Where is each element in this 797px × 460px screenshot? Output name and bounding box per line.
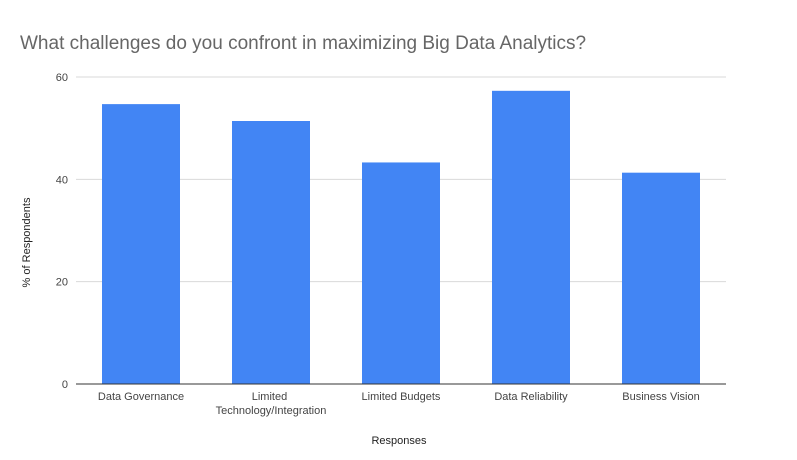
x-tick-label-data-reliability: Data Reliability: [494, 391, 568, 403]
chart-title: What challenges do you confront in maxim…: [20, 33, 587, 54]
y-tick-labels: 0 20 40 60: [56, 72, 68, 391]
x-tick-label-data-governance: Data Governance: [98, 391, 184, 403]
x-tick-labels: Data Governance Limited Technology/Integ…: [98, 391, 700, 417]
x-tick-label-business-vision: Business Vision: [622, 391, 699, 403]
x-tick-label-line: Business Vision: [622, 391, 699, 403]
x-tick-label-line: Data Reliability: [494, 391, 568, 403]
y-tick-label-20: 20: [56, 277, 68, 289]
bar: [622, 172, 700, 384]
x-tick-label-line: Data Governance: [98, 391, 184, 403]
x-tick-label-limited-budgets: Limited Budgets: [362, 391, 441, 403]
y-axis-title: % of Respondents: [21, 197, 33, 287]
x-tick-label-line: Technology/Integration: [216, 405, 327, 417]
x-axis-title: Responses: [371, 435, 427, 447]
bar: [102, 104, 180, 384]
bar: [492, 90, 570, 384]
x-tick-label-limited-technology: Limited Technology/Integration: [216, 391, 327, 417]
x-tick-label-line: Limited: [252, 391, 287, 403]
x-tick-label-line: Limited Budgets: [362, 391, 441, 403]
bar: [232, 121, 310, 385]
y-tick-label-40: 40: [56, 174, 68, 186]
y-tick-label-60: 60: [56, 72, 68, 84]
bars: [102, 90, 700, 385]
y-tick-label-0: 0: [62, 379, 68, 391]
bar: [362, 162, 440, 384]
